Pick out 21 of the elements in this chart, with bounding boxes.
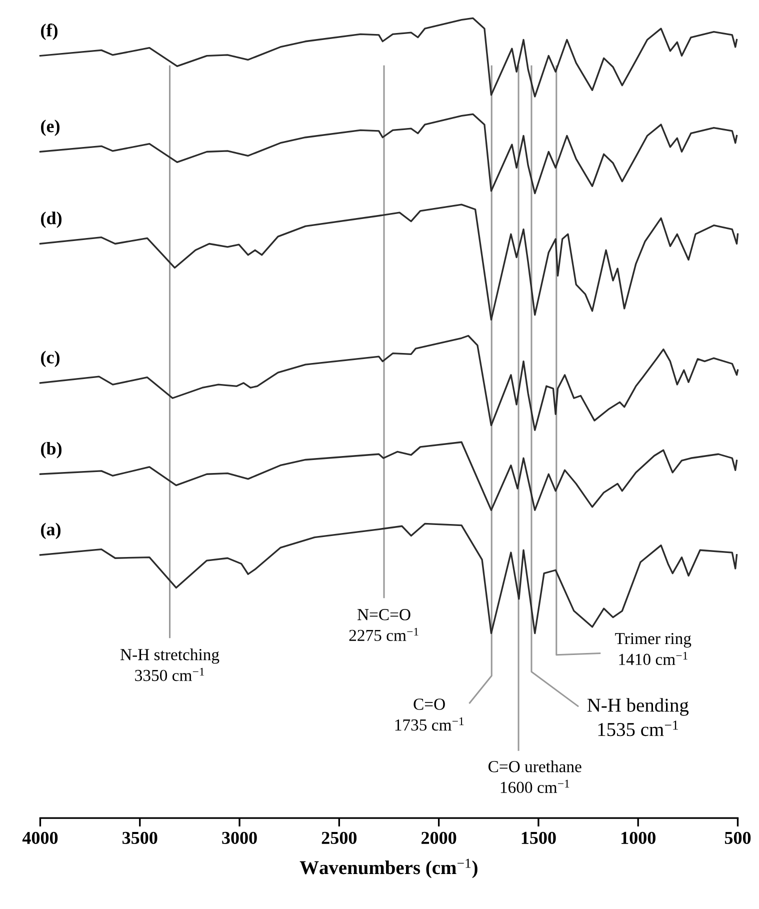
series-label: (a) bbox=[41, 522, 60, 540]
x-tick-label: 3500 bbox=[122, 832, 158, 844]
x-tick-label: 500 bbox=[724, 832, 751, 844]
ref-line-label: N-H stretching 3350 cm$^{−1}$ bbox=[120, 648, 220, 682]
series-label: (c) bbox=[41, 350, 60, 368]
x-tick-label: 4000 bbox=[22, 832, 58, 844]
series-label: (f) bbox=[41, 24, 58, 40]
ref-line-label: N-H bending 1535 cm$^{−1}$ bbox=[587, 698, 689, 736]
x-tick-label: 2000 bbox=[422, 832, 456, 844]
ref-line-label: Trimer ring 1410 cm$^{−1}$ bbox=[615, 633, 692, 666]
ref-line-label: N=C=O 2275 cm$^{−1}$ bbox=[349, 609, 418, 642]
x-tick-label: 2500 bbox=[322, 832, 357, 844]
x-tick-label: 1000 bbox=[621, 832, 656, 844]
ref-line-label: C=O urethane 1600 cm$^{−1}$ bbox=[488, 760, 582, 794]
x-tick-label: 1500 bbox=[522, 832, 556, 844]
series-label: (b) bbox=[41, 442, 62, 458]
series-label: (d) bbox=[41, 212, 62, 228]
x-axis-title: Wavenumbers (cm$^{−1}$) bbox=[300, 858, 478, 878]
ref-line-label: C=O 1735 cm$^{−1}$ bbox=[395, 698, 464, 731]
series-label: (e) bbox=[41, 120, 60, 136]
x-tick-label: 3000 bbox=[222, 832, 257, 844]
